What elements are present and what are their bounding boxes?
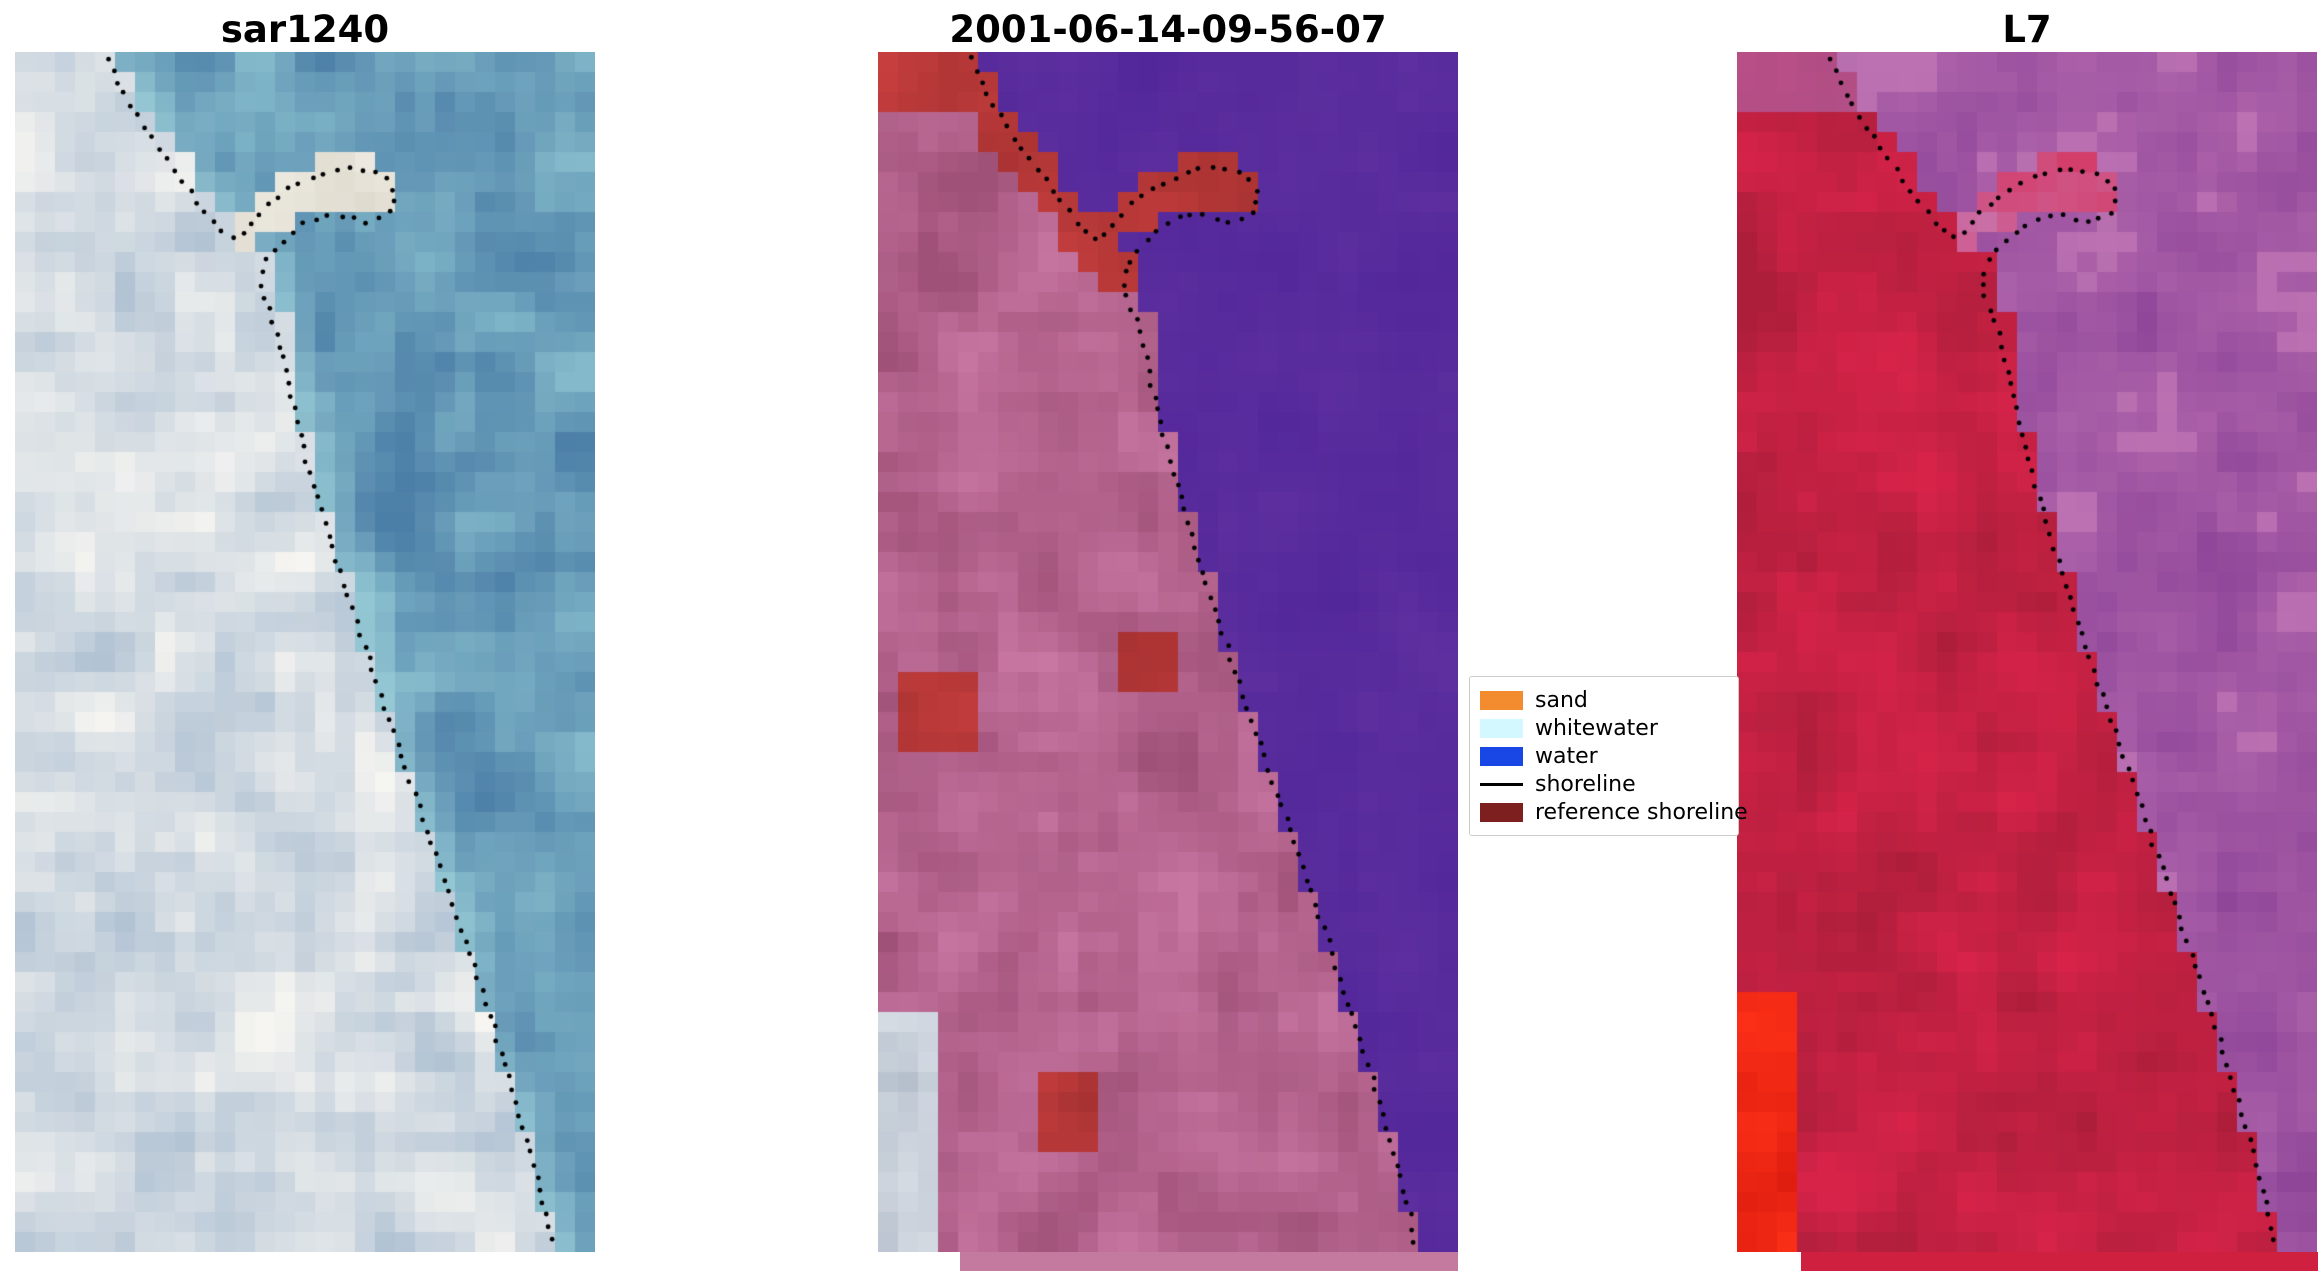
legend: sand whitewater water shoreline referenc… xyxy=(1469,676,1748,836)
legend-label-water: water xyxy=(1535,743,1598,769)
panel-title-sar: sar1240 xyxy=(220,8,390,51)
legend-label-shoreline: shoreline xyxy=(1535,771,1636,797)
panel-classified: 2001-06-14-09-56-07 xyxy=(878,8,1458,1252)
reference-shoreline-swatch-icon xyxy=(1480,802,1523,822)
shoreline-line-icon xyxy=(1480,782,1523,786)
sar-image xyxy=(15,52,595,1252)
sand-swatch-icon xyxy=(1480,690,1523,710)
legend-item-shoreline: shoreline xyxy=(1480,770,1728,798)
classified-image xyxy=(878,52,1458,1252)
panel-title-classified: 2001-06-14-09-56-07 xyxy=(949,8,1387,51)
water-swatch-icon xyxy=(1480,746,1523,766)
legend-item-reference-shoreline: reference shoreline xyxy=(1480,798,1748,826)
panel-sar: sar1240 xyxy=(15,8,595,1252)
legend-label-sand: sand xyxy=(1535,687,1588,713)
legend-item-sand: sand xyxy=(1480,686,1728,714)
legend-label-whitewater: whitewater xyxy=(1535,715,1658,741)
panel-title-l7: L7 xyxy=(2002,8,2052,51)
l7-image xyxy=(1737,52,2317,1252)
legend-item-whitewater: whitewater xyxy=(1480,714,1728,742)
whitewater-swatch-icon xyxy=(1480,718,1523,738)
legend-item-water: water xyxy=(1480,742,1728,770)
panel-l7: L7 xyxy=(1737,8,2317,1252)
legend-label-reference-shoreline: reference shoreline xyxy=(1535,799,1748,825)
classified-image-bottom-edge xyxy=(960,1252,1458,1271)
l7-image-bottom-edge xyxy=(1801,1252,2318,1271)
